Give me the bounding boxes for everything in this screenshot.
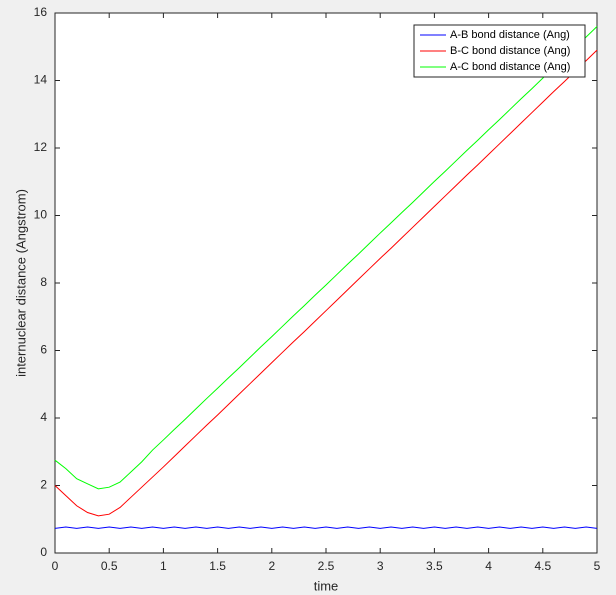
y-tick-label: 4 bbox=[40, 410, 47, 424]
x-tick-label: 1 bbox=[160, 559, 167, 573]
y-tick-label: 0 bbox=[40, 545, 47, 559]
x-tick-label: 3 bbox=[377, 559, 384, 573]
legend-label: A-B bond distance (Ang) bbox=[450, 29, 570, 41]
x-tick-label: 1.5 bbox=[209, 559, 226, 573]
y-tick-label: 16 bbox=[34, 5, 48, 19]
y-tick-label: 12 bbox=[34, 140, 48, 154]
y-axis-label: internuclear distance (Angstrom) bbox=[13, 189, 28, 377]
y-tick-label: 2 bbox=[40, 478, 47, 492]
x-tick-label: 5 bbox=[594, 559, 601, 573]
x-tick-label: 4.5 bbox=[534, 559, 551, 573]
y-tick-label: 8 bbox=[40, 275, 47, 289]
series-line bbox=[54, 26, 598, 490]
y-tick-label: 14 bbox=[34, 73, 48, 87]
legend-label: B-C bond distance (Ang) bbox=[450, 45, 570, 57]
x-tick-label: 4 bbox=[485, 559, 492, 573]
x-axis-label: time bbox=[314, 578, 339, 593]
y-tick-label: 6 bbox=[40, 343, 47, 357]
y-tick-label: 10 bbox=[34, 208, 48, 222]
x-tick-label: 0.5 bbox=[101, 559, 118, 573]
x-tick-label: 0 bbox=[52, 559, 59, 573]
series-line bbox=[54, 49, 598, 517]
plot-area bbox=[55, 13, 597, 553]
x-tick-label: 2 bbox=[268, 559, 275, 573]
x-tick-label: 2.5 bbox=[318, 559, 335, 573]
x-tick-label: 3.5 bbox=[426, 559, 443, 573]
legend-label: A-C bond distance (Ang) bbox=[450, 61, 570, 73]
series-line bbox=[54, 526, 598, 529]
axes-box bbox=[54, 12, 598, 554]
